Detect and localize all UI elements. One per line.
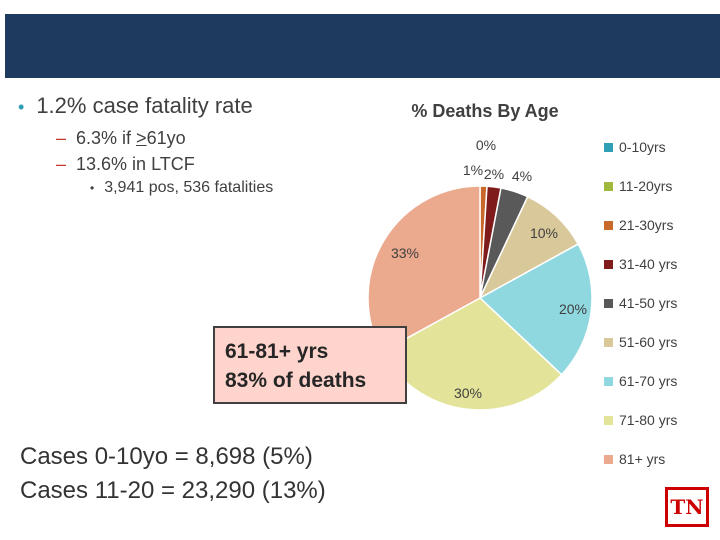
legend-label: 71-80 yrs: [619, 412, 678, 428]
pie-slice-61-70-yrs: [478, 243, 593, 376]
data-label-61-70-yrs: 20%: [559, 301, 587, 317]
data-label-0-10yrs: 0%: [476, 137, 496, 153]
cases-text: Cases 0-10yo = 8,698 (5%) Cases 11-20 = …: [20, 440, 326, 508]
legend-swatch: [604, 221, 613, 230]
bullet-positives-fatalities: • 3,941 pos, 536 fatalities: [90, 179, 274, 196]
legend-item-21-30yrs: 21-30yrs: [604, 214, 714, 236]
header-bar: [5, 14, 720, 78]
bullet-list: • 1.2% case fatality rate –6.3% if >61yo …: [18, 88, 378, 199]
legend-label: 61-70 yrs: [619, 373, 678, 389]
legend-swatch: [604, 416, 613, 425]
chart-title: % Deaths By Age: [411, 101, 558, 121]
data-label-81-yrs: 33%: [391, 245, 419, 261]
legend-label: 41-50 yrs: [619, 295, 678, 311]
bullet-case-fatality: • 1.2% case fatality rate: [18, 93, 253, 118]
deaths-callout-box: 61-81+ yrs 83% of deaths: [213, 326, 407, 404]
legend-swatch: [604, 299, 613, 308]
data-label-21-30yrs: 1%: [463, 162, 483, 178]
legend-swatch: [604, 143, 613, 152]
callout-age-range: 61-81+ yrs: [225, 340, 329, 363]
legend-item-81-yrs: 81+ yrs: [604, 448, 714, 470]
legend-label: 21-30yrs: [619, 217, 674, 233]
legend-item-51-60-yrs: 51-60 yrs: [604, 331, 714, 353]
data-label-41-50-yrs: 4%: [512, 168, 532, 184]
data-label-51-60-yrs: 10%: [530, 225, 558, 241]
top-band: [0, 0, 720, 14]
bullet-ltcf: –13.6% in LTCF: [56, 154, 195, 174]
bullet-dash: –: [56, 154, 67, 174]
legend-item-11-20yrs: 11-20yrs: [604, 175, 714, 197]
legend-item-41-50-yrs: 41-50 yrs: [604, 292, 714, 314]
data-label-71-80-yrs: 30%: [454, 385, 482, 401]
legend-label: 0-10yrs: [619, 139, 666, 155]
legend-swatch: [604, 182, 613, 191]
bullet-dot: •: [18, 97, 25, 117]
legend-label: 51-60 yrs: [619, 334, 678, 350]
legend-label: 31-40 yrs: [619, 256, 678, 272]
legend-swatch: [604, 338, 613, 347]
legend-item-0-10yrs: 0-10yrs: [604, 136, 714, 158]
cases-11-20: Cases 11-20 = 23,290 (13%): [20, 477, 326, 504]
callout-percent-deaths: 83% of deaths: [225, 369, 367, 392]
cases-0-10: Cases 0-10yo = 8,698 (5%): [20, 443, 313, 470]
legend-label: 11-20yrs: [619, 178, 673, 194]
pie-slices: [367, 185, 593, 411]
legend-swatch: [604, 455, 613, 464]
legend-label: 81+ yrs: [619, 451, 666, 467]
legend-swatch: [604, 260, 613, 269]
legend-item-31-40-yrs: 31-40 yrs: [604, 253, 714, 275]
legend-swatch: [604, 377, 613, 386]
legend-item-61-70-yrs: 61-70 yrs: [604, 370, 714, 392]
data-label-31-40-yrs: 2%: [484, 166, 504, 182]
bullet-dash: –: [56, 128, 67, 148]
pie-data-labels: 0% 1% 2% 4% 10% 20% 30% 33%: [391, 137, 587, 401]
tn-logo: TN: [665, 487, 709, 527]
legend-item-71-80-yrs: 71-80 yrs: [604, 409, 714, 431]
bullet-dot-small: •: [90, 181, 95, 195]
bullet-over-61: –6.3% if >61yo: [56, 128, 186, 148]
